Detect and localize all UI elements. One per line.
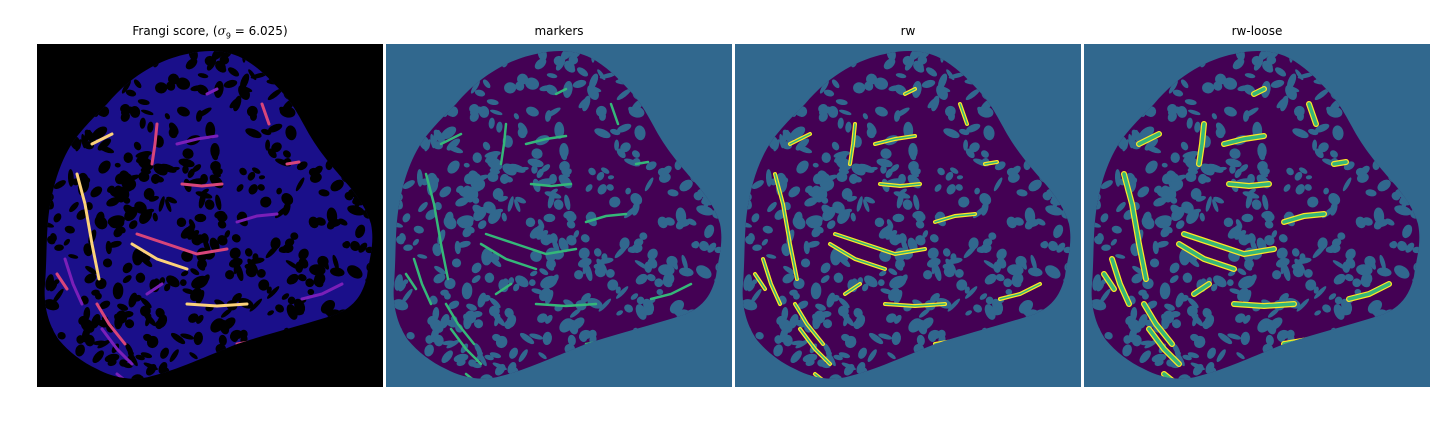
vessel-layer <box>55 87 344 379</box>
vessel-segment-core <box>1197 122 1206 166</box>
frangi-panel-title: Frangi score, (σ9 = 6.025) <box>37 24 383 42</box>
vessel-segment-core <box>959 103 968 125</box>
vessel-segment-core <box>762 258 781 305</box>
vessel-segment-core <box>1147 327 1181 366</box>
vessel-segment-core <box>904 88 916 95</box>
vessel-segment-core <box>789 133 811 145</box>
vessel-segment-core <box>879 183 921 187</box>
vessel-segment-core <box>754 273 766 290</box>
vessel-segment-core <box>1110 257 1131 306</box>
vessel-marker <box>534 302 598 308</box>
vessel-segment-core <box>774 173 798 280</box>
vessel-segment-core <box>1227 182 1271 188</box>
vessel-marker <box>554 87 568 96</box>
vessel-segment-core <box>849 123 856 165</box>
rw-loose-panel-title: rw-loose <box>1231 24 1283 38</box>
vessel-segment-core <box>844 283 861 295</box>
vessel-segment-core <box>834 233 926 255</box>
vessel-response <box>205 87 219 96</box>
vessel-segment-core <box>1232 302 1296 308</box>
vessel-marker <box>584 212 628 224</box>
vessel-response <box>185 302 249 308</box>
vessel-segment-core <box>984 161 998 165</box>
vessel-segment-core <box>1332 160 1348 166</box>
vessel-segment-core <box>1137 132 1161 146</box>
frangi-score-image <box>37 44 383 387</box>
frangi-title-sub: 9 <box>225 31 231 41</box>
vessel-response <box>260 102 271 126</box>
frangi-title-tail: = 6.025) <box>230 24 288 38</box>
vessel-segment-core <box>799 328 831 365</box>
vessel-segment-core <box>829 243 886 270</box>
vessel-segment-core <box>1307 102 1318 126</box>
vessel-layer <box>1101 86 1392 379</box>
vessel-segment-core <box>1222 134 1266 146</box>
vessel-response <box>300 282 344 301</box>
vessel-segment-core <box>1347 282 1391 301</box>
vessel-marker <box>449 327 483 366</box>
vessel-segment-core <box>1192 282 1211 296</box>
vessel-response <box>55 272 69 291</box>
vessel-segment-core <box>1282 212 1326 224</box>
vessel-response <box>95 302 127 346</box>
vessel-response <box>100 327 134 366</box>
vessel-response <box>135 232 229 256</box>
vessel-layer <box>404 87 693 379</box>
vessel-response <box>235 212 279 224</box>
vessel-segment-core <box>1122 172 1148 281</box>
vessel-segment-core <box>1102 272 1116 291</box>
vessel-response <box>180 182 224 188</box>
vessel-response <box>145 282 164 296</box>
vessel-segment-core <box>874 135 916 145</box>
vessel-marker <box>404 272 418 291</box>
vessel-response <box>175 134 219 146</box>
vessel-segment-core <box>794 303 824 345</box>
vessel-response <box>285 160 301 166</box>
rw-loose-image <box>1084 44 1430 387</box>
vessel-response <box>75 172 101 281</box>
vessel-segment-core <box>1252 87 1266 96</box>
vessel-marker <box>479 242 538 271</box>
vessel-marker <box>609 102 620 126</box>
vessel-response <box>63 257 84 306</box>
vessel-marker <box>649 282 693 301</box>
vessel-segment-core <box>1177 242 1236 271</box>
vessel-response <box>150 122 159 166</box>
vessel-marker <box>484 232 578 256</box>
vessel-response <box>130 242 189 271</box>
vessel-layer <box>753 87 1042 379</box>
frangi-title-sigma: σ <box>217 24 226 38</box>
vessel-segment-core <box>934 213 976 223</box>
vessel-marker <box>524 134 568 146</box>
vessel-marker <box>529 182 573 188</box>
vessel-segment-core <box>999 283 1041 300</box>
markers-panel-title: markers <box>534 24 584 38</box>
frangi-title-text: Frangi score, ( <box>132 24 218 38</box>
rw-image <box>735 44 1081 387</box>
vessel-marker <box>444 302 476 346</box>
vessel-marker <box>634 160 650 166</box>
vessel-marker <box>412 257 433 306</box>
vessel-segment-core <box>1142 302 1174 346</box>
vessel-segment-core <box>1182 232 1276 256</box>
vessel-segment-core <box>884 303 946 307</box>
vessel-marker <box>494 282 513 296</box>
vessel-marker <box>424 172 450 281</box>
vessel-marker <box>499 122 508 166</box>
vessel-marker <box>439 132 463 146</box>
vessel-response <box>90 132 114 146</box>
rw-panel-title: rw <box>900 24 916 38</box>
markers-image <box>386 44 732 387</box>
